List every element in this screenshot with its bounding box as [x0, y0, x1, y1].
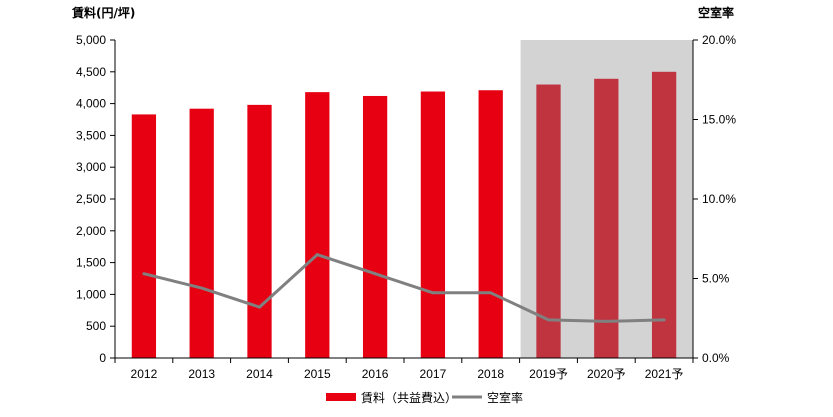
- legend: 賃料（共益費込） 空室率: [326, 390, 523, 405]
- vacancy-point-2017: [431, 291, 435, 295]
- legend-label-rent: 賃料（共益費込）: [361, 390, 457, 405]
- vacancy-point-2018: [489, 291, 493, 295]
- y-left-tick-label: 2,500: [76, 192, 106, 206]
- x-tick-label-2014: 2014: [246, 367, 273, 381]
- y-left-tick-label: 3,500: [76, 128, 106, 142]
- y-left-tick-label: 1,500: [76, 256, 106, 270]
- y-right-tick-label: 15.0%: [702, 113, 736, 127]
- bar-2014: [247, 104, 272, 359]
- y-left-tick-label: 4,000: [76, 97, 106, 111]
- y-right-tick-label: 0.0%: [702, 351, 730, 365]
- y-right-tick-label: 5.0%: [702, 272, 730, 286]
- vacancy-point-2020予: [604, 319, 608, 323]
- bar-2016: [362, 95, 388, 358]
- y-left-axis-title: 賃料(円/坪): [71, 5, 135, 20]
- vacancy-point-2016: [373, 272, 377, 276]
- y-left-tick-label: 2,000: [76, 224, 106, 238]
- bar-2019予: [536, 84, 561, 359]
- x-tick-label-2019予: 2019予: [529, 367, 568, 381]
- bar-2013: [189, 108, 214, 358]
- x-tick-label-2016: 2016: [362, 367, 389, 381]
- vacancy-point-2019予: [547, 318, 550, 322]
- x-tick-label-2013: 2013: [188, 367, 215, 381]
- y-left-tick-label: 1,000: [76, 287, 106, 301]
- bar-2017: [420, 91, 446, 359]
- x-tick-label-2018: 2018: [477, 367, 504, 381]
- vacancy-point-2015: [315, 253, 319, 257]
- vacancy-point-2021予: [662, 318, 666, 322]
- x-tick-label-2021予: 2021予: [645, 367, 684, 381]
- y-right-tick-label: 10.0%: [702, 192, 736, 206]
- y-right-axis-title: 空室率: [698, 5, 734, 20]
- legend-label-vacancy: 空室率: [487, 390, 523, 405]
- vacancy-point-2014: [258, 305, 261, 309]
- y-right-tick-label: 20.0%: [702, 33, 736, 47]
- vacancy-rate-line: [143, 253, 665, 323]
- x-tick-label-2020予: 2020予: [587, 367, 626, 381]
- x-tick-label-2015: 2015: [304, 367, 331, 381]
- vacancy-point-2012: [142, 272, 146, 276]
- y-left-tick-label: 3,000: [76, 160, 106, 174]
- bar-2015: [305, 92, 330, 359]
- x-tick-label-2017: 2017: [420, 367, 447, 381]
- vacancy-point-2013: [200, 286, 204, 290]
- legend-swatch-rent: [326, 393, 356, 401]
- bar-2018: [478, 90, 503, 359]
- y-left-tick-label: 0: [99, 351, 106, 365]
- y-left-tick-label: 5,000: [76, 33, 106, 47]
- x-tick-label-2012: 2012: [131, 367, 158, 381]
- bar-2020予: [594, 78, 619, 359]
- bar-2012: [131, 114, 157, 358]
- y-left-tick-label: 4,500: [76, 65, 106, 79]
- bar-2021予: [651, 71, 677, 359]
- y-left-tick-label: 500: [86, 319, 106, 333]
